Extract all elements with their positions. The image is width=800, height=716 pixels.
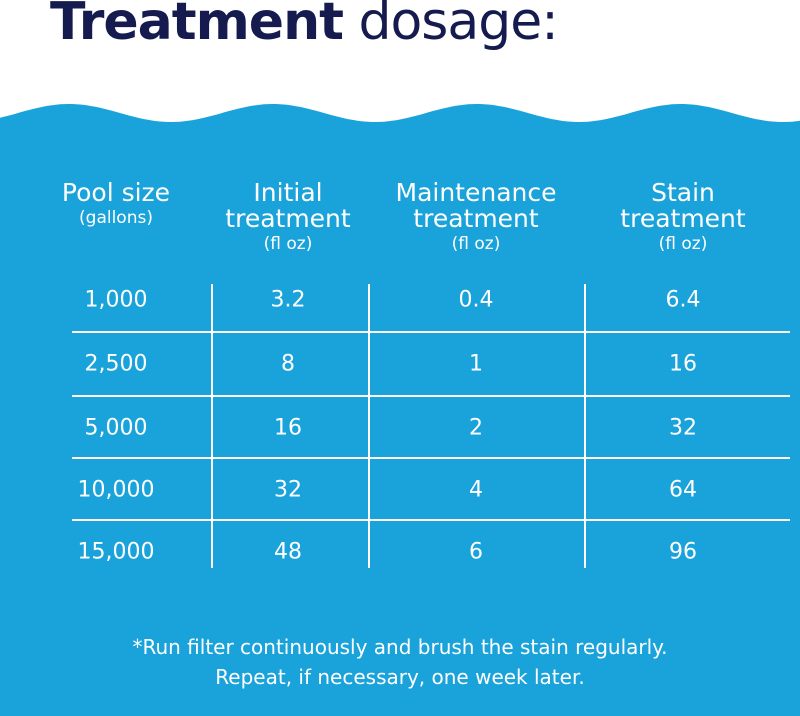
header-maintenance: Maintenance treatment (fl oz)	[381, 180, 571, 256]
cell-initial: 8	[281, 351, 295, 377]
header-unit: (fl oz)	[658, 234, 708, 254]
header-label: Initial treatment	[225, 178, 351, 233]
column-divider	[211, 284, 213, 568]
cell-maintenance: 2	[469, 415, 483, 441]
cell-maintenance: 0.4	[458, 287, 494, 313]
cell-maintenance: 6	[469, 539, 483, 565]
cell-maintenance: 4	[469, 477, 483, 503]
row-divider	[72, 457, 790, 459]
footnote: *Run filter continuously and brush the s…	[0, 632, 800, 692]
column-divider	[584, 284, 586, 568]
cell-initial: 32	[274, 477, 302, 503]
cell-pool-size: 10,000	[77, 477, 155, 503]
cell-stain: 64	[669, 477, 697, 503]
header-unit: (gallons)	[79, 208, 153, 228]
header-label: Stain treatment	[620, 178, 746, 233]
header-pool-size: Pool size (gallons)	[62, 180, 170, 230]
row-divider	[72, 519, 790, 521]
cell-initial: 3.2	[270, 287, 306, 313]
header-unit: (fl oz)	[263, 234, 313, 254]
header-unit: (fl oz)	[451, 234, 501, 254]
page-title: Treatment dosage:	[50, 0, 559, 52]
cell-stain: 6.4	[665, 287, 701, 313]
column-divider	[368, 284, 370, 568]
cell-initial: 16	[274, 415, 302, 441]
cell-initial: 48	[274, 539, 302, 565]
header-label: Maintenance treatment	[395, 178, 557, 233]
cell-pool-size: 1,000	[84, 287, 148, 313]
footnote-line-2: Repeat, if necessary, one week later.	[215, 665, 585, 689]
cell-pool-size: 2,500	[84, 351, 148, 377]
title-bold: Treatment	[50, 0, 344, 52]
header-initial: Initial treatment (fl oz)	[213, 180, 363, 256]
row-divider	[72, 331, 790, 333]
header-stain: Stain treatment (fl oz)	[608, 180, 758, 256]
cell-stain: 96	[669, 539, 697, 565]
title-rest: dosage:	[342, 0, 558, 52]
cell-stain: 16	[669, 351, 697, 377]
row-divider	[72, 395, 790, 397]
cell-stain: 32	[669, 415, 697, 441]
cell-pool-size: 15,000	[77, 539, 155, 565]
footnote-line-1: *Run filter continuously and brush the s…	[132, 635, 668, 659]
cell-maintenance: 1	[469, 351, 483, 377]
header-label: Pool size	[61, 178, 171, 207]
cell-pool-size: 5,000	[84, 415, 148, 441]
